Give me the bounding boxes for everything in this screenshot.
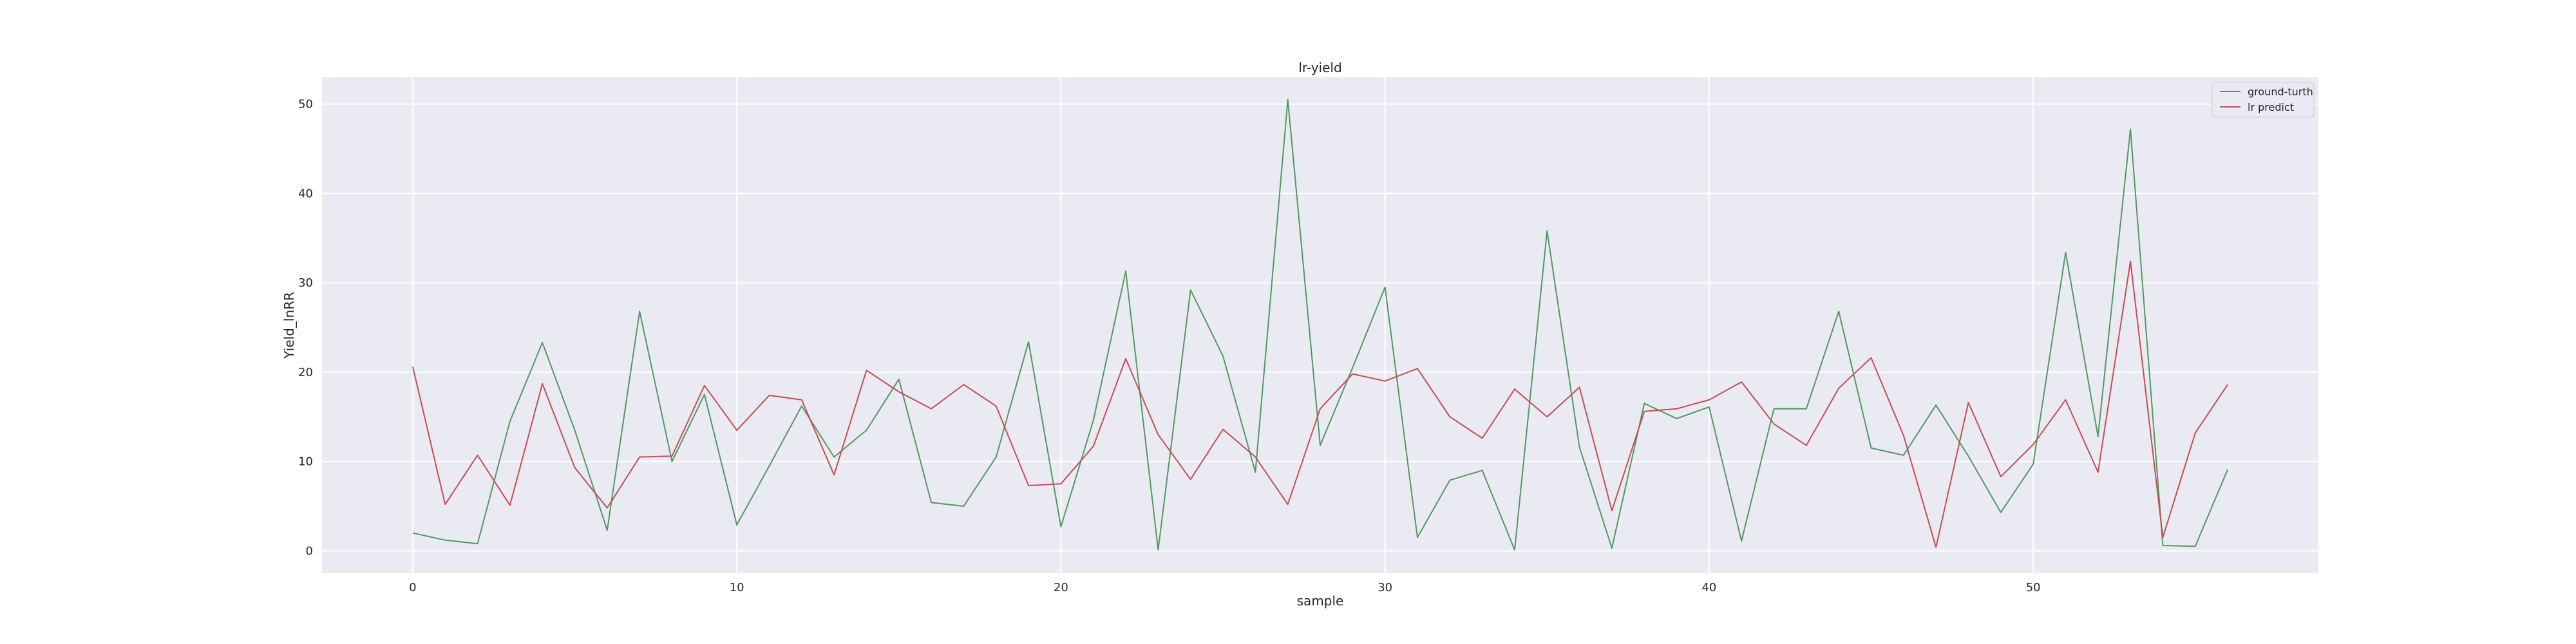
plot-background — [322, 77, 2318, 573]
y-tick-label: 30 — [298, 276, 313, 290]
x-tick-label: 20 — [1054, 581, 1068, 594]
legend: ground-turth lr predict — [2211, 82, 2315, 118]
y-axis-label: Yield_lnRR — [281, 292, 297, 359]
x-tick-label: 30 — [1378, 581, 1392, 594]
legend-label-ground-turth: ground-turth — [2248, 86, 2313, 98]
y-tick-label: 50 — [298, 98, 313, 111]
series-layer — [412, 99, 2229, 551]
y-tick-label: 20 — [298, 366, 313, 379]
x-tick-label: 10 — [730, 581, 744, 594]
x-tick-label: 50 — [2026, 581, 2041, 594]
tick-layer: 0 10 20 30 40 50 0 10 20 30 40 50 — [298, 98, 2041, 594]
grid-layer — [322, 77, 2318, 573]
y-tick-label: 40 — [298, 187, 313, 200]
y-tick-label: 0 — [306, 544, 313, 558]
x-tick-label: 40 — [1701, 581, 1716, 594]
legend-label-lr-predict: lr predict — [2248, 101, 2294, 113]
series-line-lr-predict — [412, 260, 2228, 548]
y-tick-label: 10 — [298, 455, 313, 469]
x-tick-label: 0 — [409, 581, 416, 594]
chart-title: lr-yield — [1298, 60, 1341, 75]
series-line-ground-turth — [412, 99, 2229, 551]
x-axis-label: sample — [1297, 593, 1344, 609]
